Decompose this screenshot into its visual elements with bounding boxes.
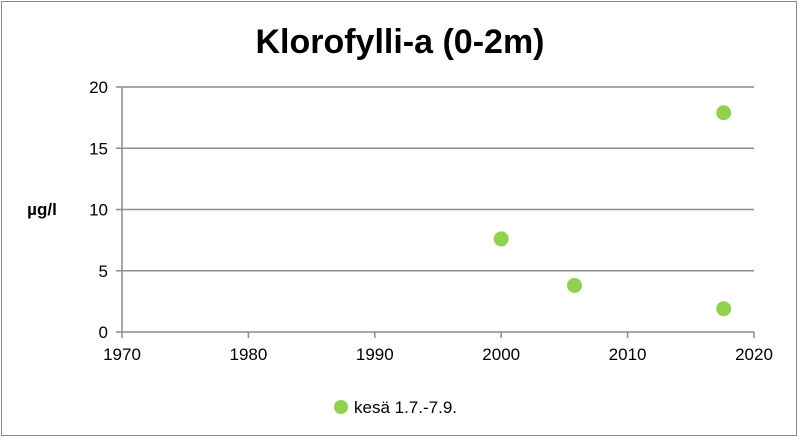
x-tick-label-1970: 1970 — [103, 345, 141, 364]
legend-label: kesä 1.7.-7.9. — [354, 398, 457, 417]
x-tick-label-1980: 1980 — [229, 345, 267, 364]
axes — [116, 86, 755, 338]
x-tick-label-2020: 2020 — [735, 345, 773, 364]
y-tick-label-5: 5 — [99, 262, 108, 281]
data-point-0-2 — [716, 105, 732, 121]
grid-lines — [122, 86, 754, 272]
x-tick-labels: 1970 1980 1990 2000 2010 2020 — [103, 345, 773, 364]
y-tick-label-20: 20 — [89, 78, 108, 97]
chart-title: Klorofylli-a (0-2m) — [255, 23, 544, 61]
data-point-0-1 — [567, 277, 583, 293]
y-tick-label-0: 0 — [99, 323, 108, 342]
y-tick-label-15: 15 — [89, 139, 108, 158]
legend-marker — [334, 400, 348, 414]
y-tick-labels: 0 5 10 15 20 — [89, 78, 108, 342]
y-tick-label-10: 10 — [89, 201, 108, 220]
x-tick-label-2010: 2010 — [609, 345, 647, 364]
data-point-0-0 — [493, 231, 509, 247]
legend: kesä 1.7.-7.9. — [334, 398, 457, 417]
data-point-0-3 — [716, 301, 732, 317]
x-tick-label-1990: 1990 — [356, 345, 394, 364]
data-points — [493, 105, 732, 317]
y-axis-label: µg/l — [27, 200, 57, 219]
x-tick-label-2000: 2000 — [482, 345, 520, 364]
